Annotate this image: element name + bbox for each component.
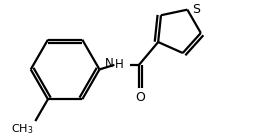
Text: S: S — [192, 3, 200, 16]
Text: O: O — [135, 91, 145, 104]
Text: N: N — [104, 57, 113, 70]
Text: CH$_3$: CH$_3$ — [11, 122, 33, 136]
Text: H: H — [115, 58, 124, 71]
